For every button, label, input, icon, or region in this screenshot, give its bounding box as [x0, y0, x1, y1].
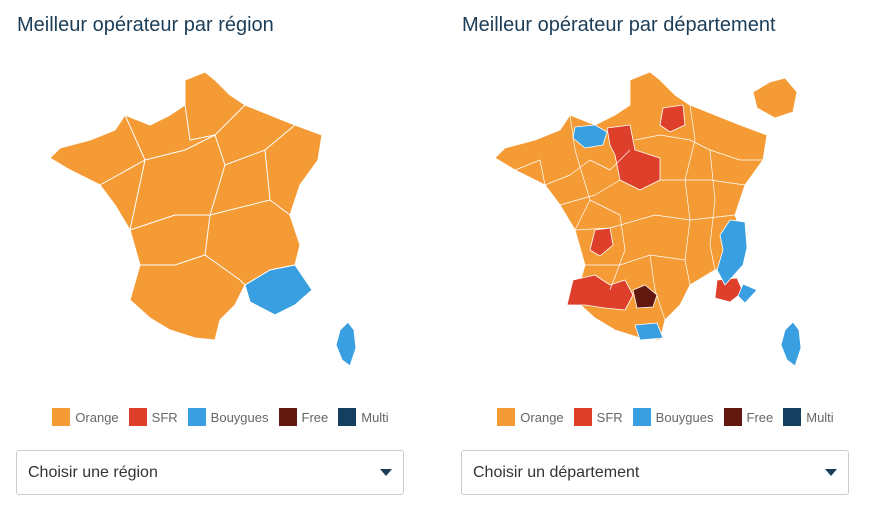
legend-swatch: [573, 408, 592, 426]
chevron-down-icon: [380, 469, 392, 476]
legend-label: Free: [746, 409, 774, 425]
legend-swatch: [187, 408, 206, 426]
legend-item-bouygues: Bouygues: [187, 408, 269, 426]
legend-item-multi: Multi: [338, 408, 389, 426]
legend-swatch: [128, 408, 147, 426]
department-select-label: Choisir un département: [473, 463, 640, 481]
dept-free[interactable]: [632, 284, 658, 309]
legend-item-orange: Orange: [52, 408, 119, 426]
legend-label: Orange: [520, 409, 564, 425]
dept-sfr-nord[interactable]: [659, 104, 686, 133]
region-paca[interactable]: [244, 264, 313, 316]
legend-swatch: [632, 408, 651, 426]
region-legend: Orange SFR Bouygues Free Multi: [0, 408, 441, 426]
region-select[interactable]: Choisir une région: [16, 450, 404, 495]
region-map-title: Meilleur opérateur par région: [17, 14, 274, 36]
paris-inset[interactable]: [752, 77, 798, 119]
legend-label: Bouygues: [655, 409, 714, 425]
chevron-down-icon: [825, 469, 837, 476]
legend-label: Orange: [75, 409, 119, 425]
legend-label: Multi: [806, 409, 834, 425]
legend-item-sfr: SFR: [128, 408, 178, 426]
legend-swatch: [723, 408, 742, 426]
legend-item-free: Free: [278, 408, 329, 426]
legend-label: Free: [301, 409, 329, 425]
department-borders: [514, 104, 763, 321]
region-map[interactable]: [0, 0, 441, 400]
dept-bouygues-corse[interactable]: [780, 321, 802, 367]
legend-swatch: [338, 408, 357, 426]
department-select[interactable]: Choisir un département: [461, 450, 849, 495]
legend-item-sfr: SFR: [573, 408, 623, 426]
region-mainland[interactable]: [49, 71, 323, 341]
departments-mainland[interactable]: [494, 71, 768, 341]
department-panel: Meilleur opérateur par département: [445, 0, 882, 513]
department-map-title: Meilleur opérateur par département: [462, 14, 776, 36]
legend-swatch: [52, 408, 71, 426]
department-map[interactable]: [445, 0, 882, 400]
legend-swatch: [497, 408, 516, 426]
dept-sfr-provence[interactable]: [714, 277, 744, 303]
legend-swatch: [278, 408, 297, 426]
dept-bouygues-pyrenees[interactable]: [634, 322, 664, 341]
region-borders: [99, 104, 296, 286]
legend-label: SFR: [151, 409, 178, 425]
region-panel: Meilleur opérateur par région Orange SFR B…: [0, 0, 441, 495]
legend-label: Multi: [361, 409, 389, 425]
legend-item-multi: Multi: [783, 408, 834, 426]
department-legend: Orange SFR Bouygues Free Multi: [445, 408, 882, 426]
dept-sfr-centre[interactable]: [606, 124, 661, 191]
region-select-label: Choisir une région: [28, 463, 158, 481]
legend-label: SFR: [596, 409, 623, 425]
region-corse[interactable]: [335, 321, 357, 367]
legend-item-free: Free: [723, 408, 774, 426]
dept-bouygues-alpes[interactable]: [716, 219, 748, 286]
legend-item-orange: Orange: [497, 408, 564, 426]
legend-item-bouygues: Bouygues: [632, 408, 714, 426]
legend-label: Bouygues: [210, 409, 269, 425]
dept-sfr-southwest[interactable]: [566, 274, 634, 311]
legend-swatch: [783, 408, 802, 426]
dept-bouygues-nice[interactable]: [737, 283, 758, 304]
